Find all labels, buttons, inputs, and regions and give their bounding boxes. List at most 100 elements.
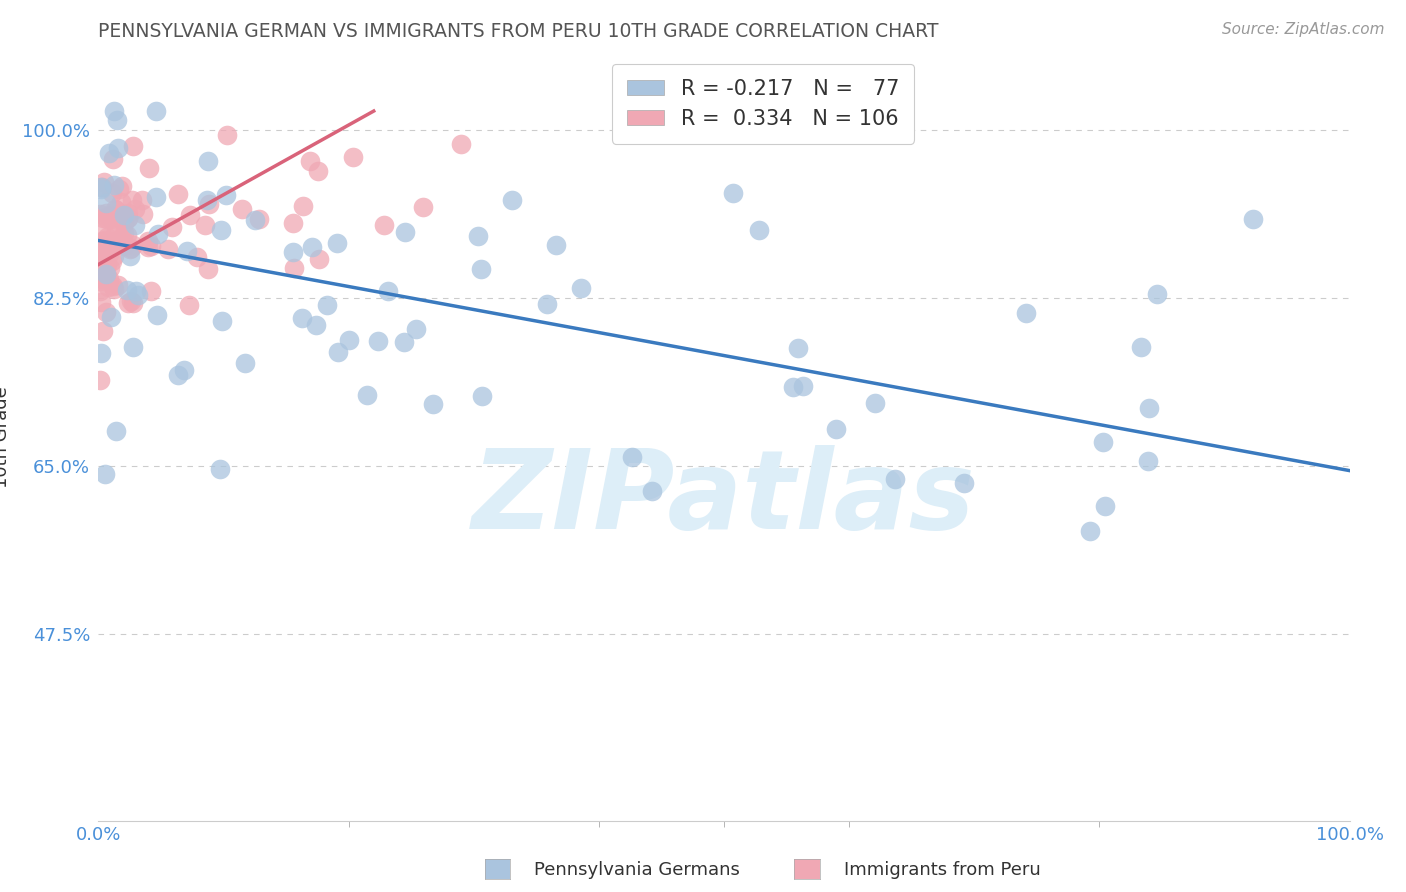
Point <box>98 210 121 224</box>
Point <box>231 202 253 216</box>
Y-axis label: 10th Grade: 10th Grade <box>0 386 11 488</box>
Point <box>105 113 128 128</box>
Point <box>208 462 231 476</box>
Point <box>215 188 238 202</box>
Point <box>94 195 117 210</box>
Point <box>96 212 118 227</box>
Point <box>377 284 399 298</box>
Point <box>546 237 568 252</box>
Point <box>141 238 163 252</box>
Point <box>120 250 142 264</box>
Point <box>90 269 112 284</box>
Point <box>326 235 349 250</box>
Point <box>97 246 120 260</box>
Point <box>89 373 111 387</box>
Point <box>1137 454 1160 468</box>
Point <box>89 207 111 221</box>
Point <box>97 209 120 223</box>
Point <box>307 164 329 178</box>
Point <box>89 244 111 259</box>
Point <box>117 283 139 297</box>
Point <box>105 234 128 248</box>
Point <box>124 202 146 217</box>
Point <box>197 197 219 211</box>
Point <box>243 213 266 227</box>
Point <box>1241 211 1264 226</box>
Point <box>136 234 159 248</box>
Point <box>108 182 131 196</box>
Point <box>1130 340 1153 354</box>
Point <box>91 256 114 270</box>
Point <box>93 259 115 273</box>
Point <box>117 211 139 226</box>
Point <box>863 396 886 410</box>
Text: Immigrants from Peru: Immigrants from Peru <box>844 861 1040 879</box>
Point <box>89 256 111 270</box>
Point <box>723 186 745 200</box>
Point <box>96 229 118 244</box>
Point <box>337 333 360 347</box>
Point <box>96 305 118 319</box>
Point <box>136 240 159 254</box>
Point <box>316 298 339 312</box>
Point <box>197 262 219 277</box>
Point <box>94 267 117 281</box>
Point <box>124 284 146 298</box>
Point <box>283 260 305 275</box>
Point <box>536 297 558 311</box>
Point <box>146 308 169 322</box>
Point <box>953 475 976 490</box>
Point <box>825 422 848 436</box>
Point <box>111 235 134 249</box>
Point <box>91 211 114 226</box>
Point <box>112 227 135 241</box>
Point <box>194 219 217 233</box>
Point <box>166 368 188 382</box>
Point <box>97 236 120 251</box>
Point <box>90 234 112 248</box>
Point <box>107 278 129 293</box>
Point <box>121 238 143 252</box>
Point <box>103 249 125 263</box>
Point <box>450 136 472 151</box>
Point <box>118 242 141 256</box>
Point <box>392 335 415 350</box>
Point <box>96 235 118 249</box>
Point <box>117 211 139 225</box>
Point <box>786 342 808 356</box>
Point <box>96 258 118 272</box>
Point <box>90 179 112 194</box>
Point <box>884 472 907 486</box>
Point <box>145 189 167 203</box>
Point <box>422 397 444 411</box>
Point <box>120 241 142 255</box>
Point <box>121 296 143 310</box>
Point <box>101 254 124 268</box>
Point <box>233 356 256 370</box>
Point <box>101 279 124 293</box>
Point <box>124 219 146 233</box>
Point <box>112 239 135 253</box>
Point <box>160 220 183 235</box>
Point <box>782 379 804 393</box>
Point <box>167 187 190 202</box>
Point <box>107 141 129 155</box>
Point <box>101 186 124 200</box>
Point <box>103 104 125 119</box>
Point <box>111 231 134 245</box>
Point <box>111 178 134 193</box>
Text: Source: ZipAtlas.com: Source: ZipAtlas.com <box>1222 22 1385 37</box>
Point <box>301 240 323 254</box>
Point <box>90 181 112 195</box>
Point <box>104 219 127 233</box>
Point <box>117 227 139 242</box>
Point <box>104 202 127 216</box>
Point <box>91 247 114 261</box>
Point <box>104 424 127 438</box>
Point <box>121 339 143 353</box>
Point <box>281 245 304 260</box>
Point <box>157 242 180 256</box>
Point <box>1091 435 1114 450</box>
Point <box>94 467 117 482</box>
Point <box>97 241 120 255</box>
